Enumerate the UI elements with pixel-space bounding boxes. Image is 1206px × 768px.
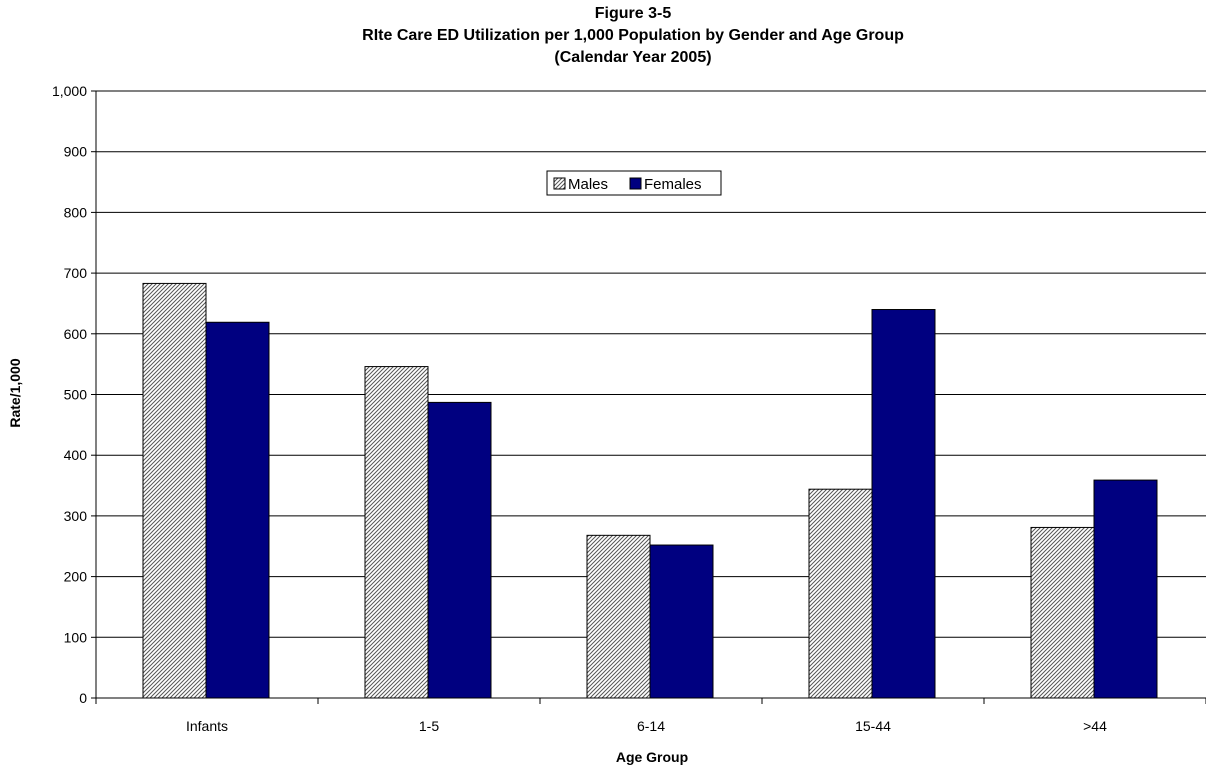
bar-females-4 bbox=[1093, 479, 1158, 699]
bars bbox=[142, 282, 1158, 699]
axes bbox=[91, 90, 1206, 704]
x-tick-label: 1-5 bbox=[419, 718, 439, 734]
x-tick-label: 15-44 bbox=[855, 718, 891, 734]
x-tick-label: Infants bbox=[186, 718, 228, 734]
bar-males-2 bbox=[586, 534, 651, 699]
bar-females-0 bbox=[205, 321, 270, 699]
bar-males-0 bbox=[142, 282, 207, 699]
bar-males-3 bbox=[808, 488, 873, 699]
chart-title-line-1: Figure 3-5 bbox=[595, 5, 672, 22]
y-tick-label: 700 bbox=[64, 265, 88, 281]
legend-label-females: Females bbox=[644, 176, 702, 193]
chart-title-line-2: RIte Care ED Utilization per 1,000 Popul… bbox=[362, 27, 904, 44]
legend-swatch-females bbox=[629, 177, 642, 190]
y-tick-label: 900 bbox=[64, 144, 88, 160]
gridlines bbox=[96, 90, 1206, 638]
x-axis-title: Age Group bbox=[616, 749, 688, 765]
legend-label-males: Males bbox=[568, 176, 608, 193]
y-tick-label: 500 bbox=[64, 387, 88, 403]
bar-females-3 bbox=[871, 309, 936, 699]
y-tick-label: 300 bbox=[64, 508, 88, 524]
y-tick-labels: 0 100 200 300 400 500 600 700 800 900 1,000 bbox=[52, 83, 87, 706]
legend: Males Females bbox=[546, 170, 722, 196]
bar-males-4 bbox=[1030, 526, 1095, 699]
y-tick-label: 400 bbox=[64, 447, 88, 463]
x-tick-label: >44 bbox=[1083, 718, 1107, 734]
bar-females-2 bbox=[649, 544, 714, 699]
y-tick-label: 1,000 bbox=[52, 83, 87, 99]
y-tick-label: 200 bbox=[64, 569, 88, 585]
y-tick-label: 800 bbox=[64, 204, 88, 220]
chart-title-line-3: (Calendar Year 2005) bbox=[554, 49, 711, 66]
legend-swatch-males bbox=[553, 177, 566, 190]
y-tick-label: 100 bbox=[64, 629, 88, 645]
y-axis-title: Rate/1,000 bbox=[7, 358, 23, 427]
x-tick-labels: Infants 1-5 6-14 15-44 >44 bbox=[186, 718, 1107, 734]
bar-females-1 bbox=[427, 401, 492, 699]
y-tick-label: 0 bbox=[79, 690, 87, 706]
bar-males-1 bbox=[364, 366, 429, 699]
x-tick-label: 6-14 bbox=[637, 718, 665, 734]
y-tick-label: 600 bbox=[64, 326, 88, 342]
